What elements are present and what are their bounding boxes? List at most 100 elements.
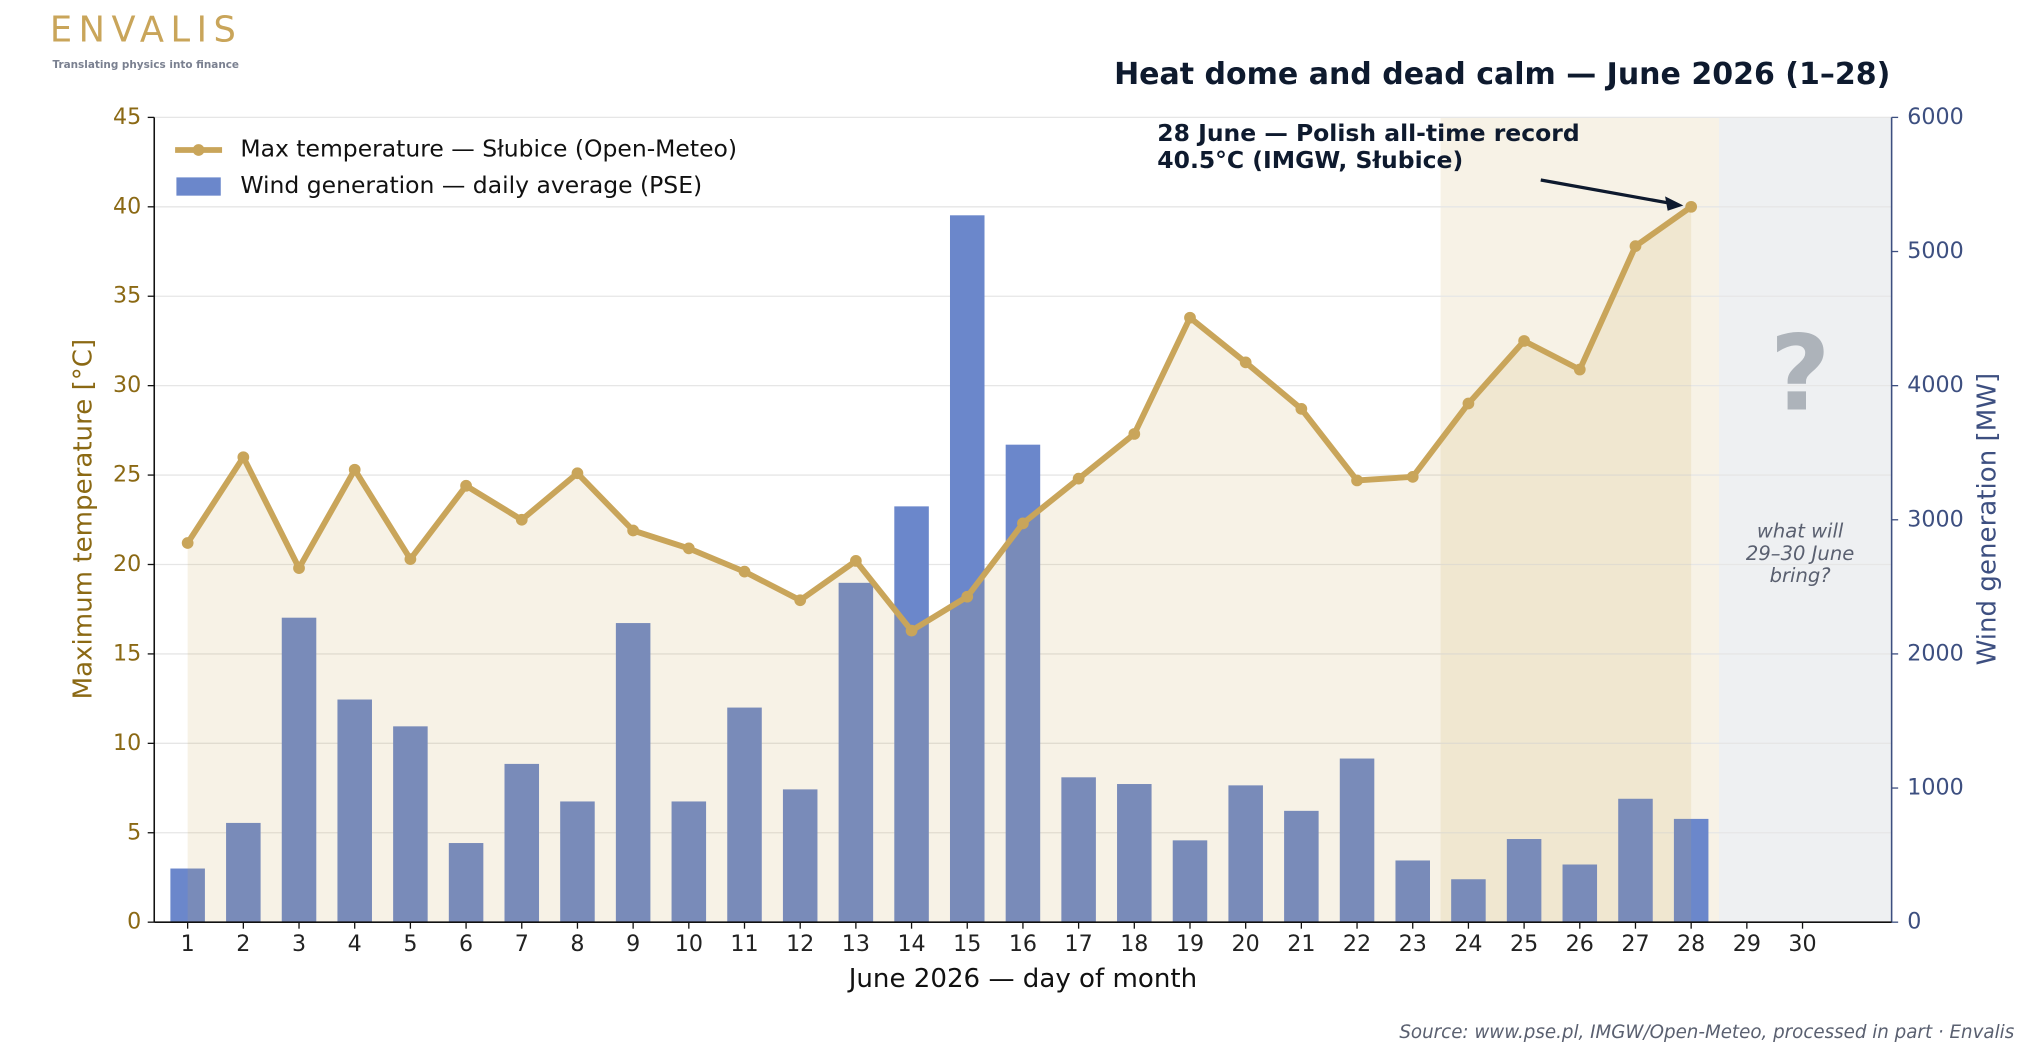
bar <box>671 801 707 923</box>
record-annotation: 28 June — Polish all-time record <box>1157 119 1579 147</box>
bar <box>894 506 929 923</box>
x-tick-label: 14 <box>897 931 925 957</box>
temperature-point <box>794 594 807 607</box>
x-tick-label: 7 <box>515 931 529 957</box>
bar <box>170 868 205 923</box>
temperature-point <box>1184 311 1196 324</box>
bar <box>1172 840 1208 923</box>
bar <box>1673 818 1709 923</box>
temperature-point <box>961 590 974 603</box>
y2-tick-label: 6000 <box>1907 104 1963 130</box>
temperature-point <box>1017 517 1029 530</box>
question-mark: ? <box>1770 313 1831 435</box>
x-tick-label: 1 <box>181 931 195 957</box>
x-tick-label: 27 <box>1621 931 1649 957</box>
bar <box>1395 860 1430 923</box>
y-tick-label: 10 <box>113 730 141 756</box>
bar <box>1618 798 1653 923</box>
source-note: Source: www.pse.pl, IMGW/Open-Meteo, pro… <box>1399 1022 2014 1043</box>
y-tick-label: 15 <box>113 640 141 666</box>
y2-axis-label: Wind generation [MW] <box>1973 373 2003 666</box>
x-tick-label: 22 <box>1343 931 1371 957</box>
temperature-point <box>1072 472 1085 485</box>
temperature-point <box>237 451 250 464</box>
temperature-point <box>738 565 751 578</box>
temperature-point <box>1406 470 1419 483</box>
brand-tagline: Translating physics into finance <box>53 59 240 71</box>
x-tick-label: 24 <box>1454 931 1482 957</box>
temperature-point <box>627 524 640 537</box>
x-axis-label: June 2026 — day of month <box>847 964 1197 994</box>
legend-swatch <box>176 177 221 196</box>
y-tick-label: 5 <box>127 819 141 845</box>
bar <box>727 707 762 923</box>
highlight-span <box>1440 117 1720 923</box>
temperature-point <box>460 479 472 492</box>
x-tick-label: 13 <box>842 931 870 957</box>
x-tick-label: 19 <box>1176 931 1204 957</box>
y2-tick-label: 2000 <box>1907 640 1963 666</box>
record-arrow <box>1540 178 1676 206</box>
record-annotation: 40.5°C (IMGW, Słubice) <box>1157 146 1463 174</box>
bar <box>226 822 261 923</box>
bar <box>504 763 540 923</box>
question-text: what will <box>1757 520 1844 543</box>
bar <box>281 617 317 923</box>
temperature-point <box>850 555 862 567</box>
x-tick-label: 12 <box>786 931 814 957</box>
brand-name: ENVALIS <box>50 9 242 50</box>
x-tick-label: 9 <box>626 931 640 957</box>
bar <box>1339 758 1375 923</box>
bar <box>1451 879 1486 923</box>
bar <box>560 801 595 923</box>
bar <box>838 582 874 923</box>
x-tick-label: 20 <box>1232 931 1260 957</box>
y-tick-label: 40 <box>113 193 141 219</box>
temperature-point <box>1128 428 1141 440</box>
bar <box>949 215 985 923</box>
x-tick-label: 10 <box>675 931 703 957</box>
legend-label: Wind generation — daily average (PSE) <box>240 171 702 199</box>
temperature-point <box>293 562 305 574</box>
temperature-point <box>1351 474 1363 487</box>
y2-tick-label: 1000 <box>1907 775 1963 801</box>
x-tick-label: 21 <box>1287 931 1315 957</box>
y2-tick-label: 0 <box>1907 909 1921 935</box>
bar <box>1061 777 1096 923</box>
x-tick-label: 29 <box>1733 931 1761 957</box>
x-tick-label: 17 <box>1065 931 1093 957</box>
x-tick-label: 11 <box>730 931 758 957</box>
y-tick-label: 25 <box>113 462 141 488</box>
x-tick-label: 3 <box>292 931 306 957</box>
temperature-point <box>515 513 528 526</box>
x-tick-label: 23 <box>1399 931 1427 957</box>
x-tick-label: 5 <box>403 931 417 957</box>
temperature-point <box>905 624 918 637</box>
temperature-point <box>571 467 584 480</box>
temperature-point <box>348 463 361 476</box>
temperature-point <box>1629 240 1642 253</box>
temperature-line <box>185 204 1693 634</box>
x-tick-label: 18 <box>1120 931 1148 957</box>
x-tick-label: 4 <box>348 931 362 957</box>
question-text: 29–30 June <box>1746 542 1854 565</box>
temperature-point <box>682 542 695 555</box>
bar <box>448 843 484 923</box>
question-text: bring? <box>1770 564 1831 587</box>
x-tick-label: 30 <box>1788 931 1816 957</box>
temperature-area <box>187 206 1692 923</box>
temperature-point <box>1239 356 1252 369</box>
y2-tick-label: 4000 <box>1907 372 1963 398</box>
y-tick-label: 35 <box>113 283 141 309</box>
legend-marker <box>192 144 205 156</box>
y-tick-label: 20 <box>113 551 141 577</box>
temperature-point <box>1573 363 1586 376</box>
temperature-point <box>1462 397 1475 410</box>
temperature-point <box>1295 403 1308 415</box>
bar <box>1228 785 1263 923</box>
x-tick-label: 28 <box>1677 931 1705 957</box>
x-tick-label: 2 <box>236 931 250 957</box>
bar <box>1562 864 1598 923</box>
bar <box>393 726 428 923</box>
legend-label: Max temperature — Słubice (Open-Meteo) <box>240 135 737 163</box>
